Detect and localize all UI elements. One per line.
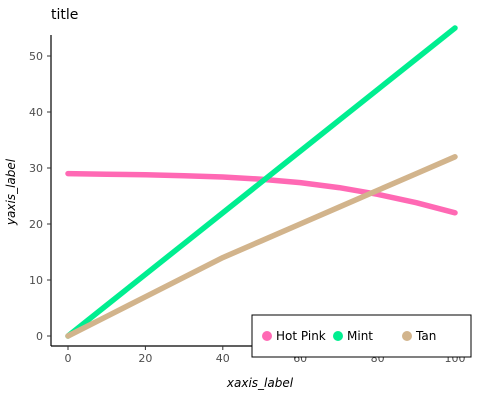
x-tick-label: 20 [138,352,152,365]
legend: Hot Pink Mint Tan [251,314,472,358]
series-line-tan [65,154,458,339]
chart-title: title [51,7,78,23]
legend-label-hot-pink: Hot Pink [276,329,326,343]
legend-label-mint: Mint [347,329,373,343]
legend-swatch-tan [402,331,412,341]
y-tick-label: 40 [29,106,43,119]
x-tick-label: 40 [216,352,230,365]
legend-box [251,314,472,358]
plot-area [65,25,458,339]
y-tick-label: 10 [29,274,43,287]
legend-label-tan: Tan [415,329,436,343]
x-tick-label: 0 [65,352,72,365]
legend-swatch-hot-pink [262,331,272,341]
y-tick-label: 50 [29,50,43,63]
series-line-mint [65,25,458,339]
legend-swatch-mint [333,331,343,341]
y-axis-label: yaxis_label [4,158,18,226]
y-tick-label: 30 [29,162,43,175]
y-tick-label: 20 [29,218,43,231]
y-tick-label: 0 [36,330,43,343]
x-axis-label: xaxis_label [226,376,294,390]
y-axis: 0 10 20 30 40 50 [29,35,52,346]
